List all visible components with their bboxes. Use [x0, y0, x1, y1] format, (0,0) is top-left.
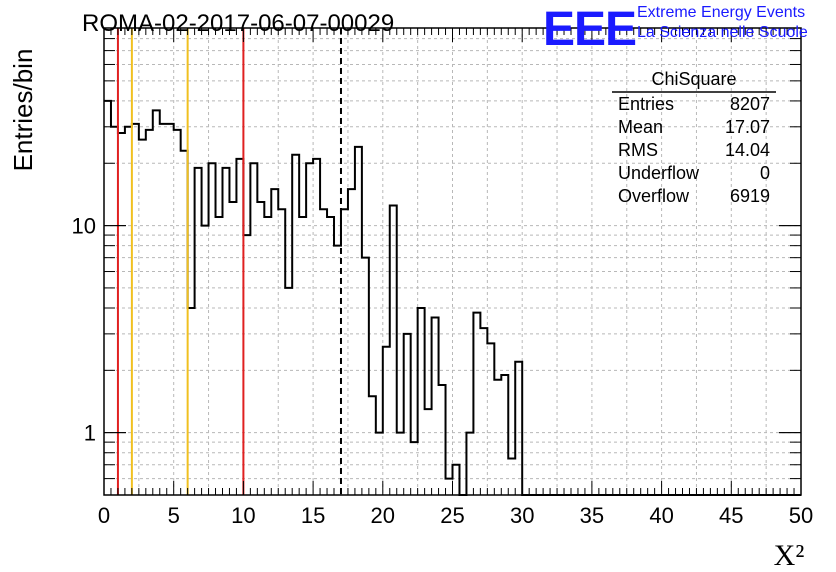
- x-tick-label: 40: [649, 503, 673, 528]
- y-axis-label: Entries/bin: [8, 49, 38, 172]
- x-tick-label: 10: [231, 503, 255, 528]
- x-tick-label: 35: [580, 503, 604, 528]
- stats-row-value: 6919: [730, 186, 770, 206]
- y-tick-label: 10: [72, 214, 96, 239]
- branding-line-2: La Scienza nelle Scuole: [637, 24, 808, 41]
- chart-title: ROMA-02-2017-06-07-00029: [82, 10, 395, 37]
- stats-box-title: ChiSquare: [651, 69, 736, 89]
- stats-row-value: 0: [760, 163, 770, 183]
- stats-row-label: Underflow: [618, 163, 700, 183]
- x-tick-label: 5: [168, 503, 180, 528]
- x-tick-label: 30: [510, 503, 534, 528]
- stats-row-value: 17.07: [725, 117, 770, 137]
- x-tick-label: 45: [719, 503, 743, 528]
- eee-logo: EEE: [543, 3, 637, 56]
- x-axis-label: X²: [774, 539, 805, 572]
- x-tick-label: 15: [301, 503, 325, 528]
- stats-row-label: RMS: [618, 140, 658, 160]
- stats-row-label: Overflow: [618, 186, 690, 206]
- y-tick-label: 1: [84, 421, 96, 446]
- stats-row-label: Mean: [618, 117, 663, 137]
- stats-row-label: Entries: [618, 94, 674, 114]
- x-tick-label: 25: [440, 503, 464, 528]
- branding-line-1: Extreme Energy Events: [637, 4, 806, 21]
- stats-row-value: 8207: [730, 94, 770, 114]
- x-tick-label: 20: [371, 503, 395, 528]
- x-tick-label: 0: [98, 503, 110, 528]
- x-tick-label: 50: [789, 503, 813, 528]
- stats-row-value: 14.04: [725, 140, 770, 160]
